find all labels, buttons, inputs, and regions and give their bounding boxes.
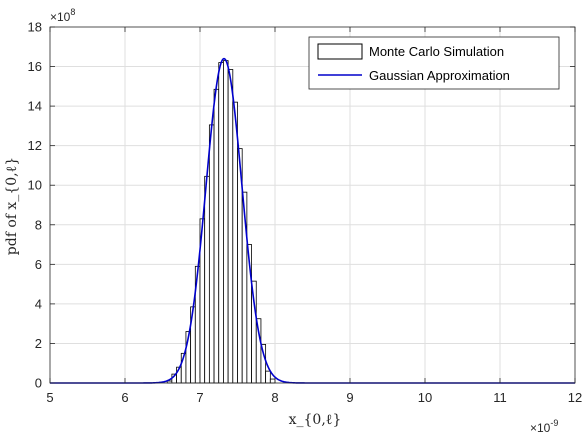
legend-swatch-histogram <box>317 43 363 60</box>
y-tick-label: 10 <box>28 178 42 193</box>
y-axis-label: pdf of x_{0,ℓ} <box>4 157 20 255</box>
y-tick-label: 12 <box>28 138 42 153</box>
x-tick-label: 7 <box>196 390 203 405</box>
x-tick-label: 8 <box>271 390 278 405</box>
y-multiplier: ×108 <box>50 7 75 24</box>
x-multiplier: ×10-9 <box>530 418 558 435</box>
axis-ticks: 5 6 7 8 9 10 11 12 0 2 4 6 8 10 12 14 16 18 <box>28 20 583 406</box>
x-tick-label: 11 <box>493 390 507 405</box>
x-tick-label: 9 <box>346 390 353 405</box>
gaussian-curve <box>50 57 575 384</box>
histogram-bar <box>213 88 220 384</box>
histogram-bar <box>227 69 234 384</box>
histogram-bar <box>208 124 215 384</box>
y-tick-label: 18 <box>28 20 42 35</box>
x-tick-label: 10 <box>418 390 432 405</box>
legend-label-histogram: Monte Carlo Simulation <box>369 44 504 59</box>
histogram-bar <box>232 101 238 384</box>
legend-label-gaussian: Gaussian Approximation <box>369 68 510 83</box>
y-tick-label: 14 <box>28 99 42 114</box>
histogram-bar <box>218 62 224 384</box>
x-axis-label: x_{0,ℓ} <box>289 412 342 428</box>
y-tick-label: 0 <box>35 376 42 391</box>
histogram-bar <box>223 60 229 384</box>
y-tick-label: 16 <box>28 59 42 74</box>
x-tick-label: 12 <box>568 390 582 405</box>
histogram-bar <box>265 370 271 384</box>
plot-frame <box>49 26 576 384</box>
y-tick-label: 2 <box>35 336 42 351</box>
y-tick-label: 8 <box>35 217 42 232</box>
x-tick-label: 6 <box>121 390 128 405</box>
histogram-bar <box>204 175 210 384</box>
y-tick-label: 6 <box>35 257 42 272</box>
legend: Monte Carlo Simulation Gaussian Approxim… <box>308 36 560 90</box>
histogram-bar <box>269 378 276 384</box>
x-tick-label: 5 <box>46 390 53 405</box>
y-tick-label: 4 <box>35 296 42 311</box>
